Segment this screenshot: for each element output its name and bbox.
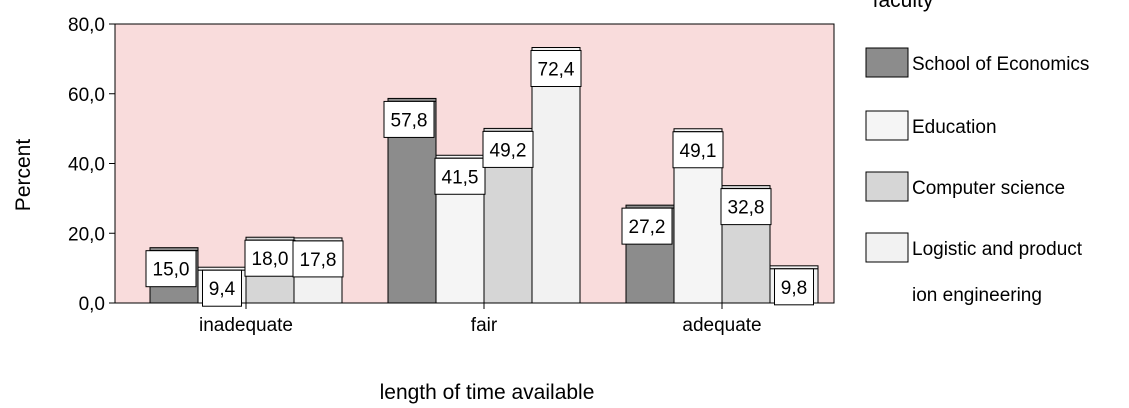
data-label-box	[202, 269, 242, 307]
data-label: 18,0	[252, 249, 289, 270]
data-label: 17,8	[300, 250, 337, 271]
data-label-box	[774, 268, 814, 306]
data-label-box	[720, 188, 772, 226]
data-label: 15,0	[153, 260, 190, 281]
legend-swatch	[865, 110, 909, 141]
legend-label: Education	[912, 117, 997, 138]
legend: School of Economics Education Computer sci…	[865, 47, 1089, 306]
data-label: 27,2	[629, 217, 666, 238]
legend-label: ion engineering	[912, 285, 1042, 306]
data-label: 49,2	[490, 140, 527, 161]
y-tick-label: 80,0	[68, 15, 105, 36]
data-label-box	[482, 130, 534, 168]
data-label: 9,8	[781, 278, 807, 299]
legend-label: Logistic and product	[912, 239, 1083, 260]
data-labels: 15,0 9,4 18,0 17,8 57,8 41,5 49,2 72,4 27,2 49,1 3…	[145, 50, 814, 307]
bar	[531, 50, 581, 304]
y-ticks: 0,0 20,0 40,0 60,0 80,0	[68, 15, 115, 315]
x-category-label: inadequate	[199, 315, 293, 336]
data-label-box	[383, 100, 435, 138]
x-axis-title: length of time available	[380, 381, 595, 404]
data-label: 49,1	[680, 141, 717, 162]
data-label-box	[244, 239, 296, 277]
legend-label: Computer science	[912, 178, 1065, 199]
x-category-label: adequate	[682, 315, 761, 336]
x-category-label: fair	[471, 315, 498, 336]
y-tick-label: 0,0	[79, 294, 105, 315]
legend-swatch	[865, 47, 909, 78]
data-label: 72,4	[538, 60, 575, 81]
data-label-box	[145, 250, 197, 288]
data-label-box	[621, 207, 673, 245]
data-label-box	[672, 131, 724, 169]
data-label-box	[292, 240, 344, 278]
legend-swatch	[865, 171, 909, 202]
y-tick-label: 20,0	[68, 224, 105, 245]
legend-label: School of Economics	[912, 54, 1089, 75]
data-label: 41,5	[442, 167, 479, 188]
y-axis-title: Percent	[12, 139, 35, 212]
y-tick-label: 60,0	[68, 85, 105, 106]
y-tick-label: 40,0	[68, 155, 105, 176]
data-label: 57,8	[391, 110, 428, 131]
legend-title: faculty	[873, 0, 934, 12]
data-label-box	[530, 50, 582, 88]
data-label: 9,4	[209, 279, 236, 300]
data-label: 32,8	[728, 198, 765, 219]
x-categories: inadequate fair adequate	[199, 303, 762, 336]
legend-swatch	[865, 232, 909, 263]
data-label-box	[434, 157, 486, 195]
